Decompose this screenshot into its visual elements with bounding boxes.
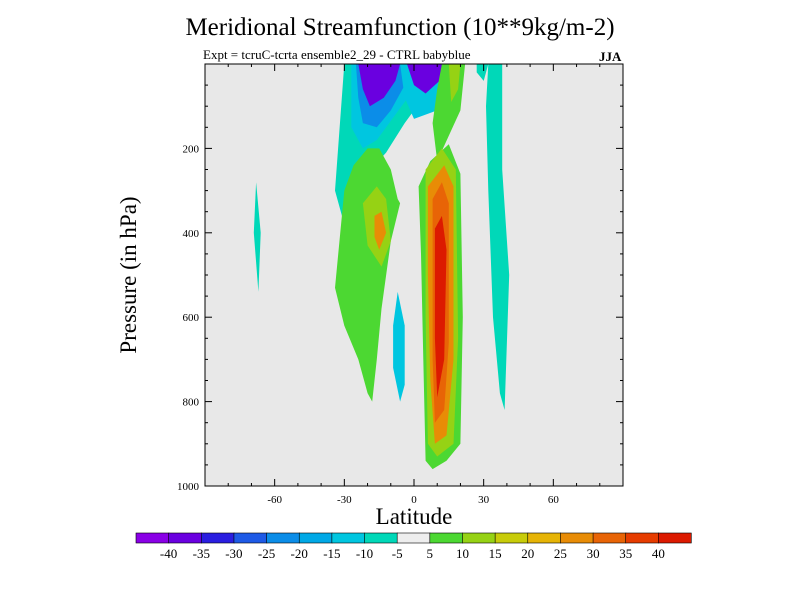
contour-purple-south-2: [407, 64, 447, 94]
colorbar-swatch: [658, 532, 692, 544]
contour-red-main-cell: [434, 215, 447, 398]
contour-regions: [253, 64, 510, 470]
contour-teal-southern-stub: [253, 182, 261, 292]
x-axis-label: Latitude: [376, 504, 453, 529]
colorbar-label: -40: [160, 546, 177, 561]
y-tick-label: 800: [183, 397, 200, 409]
colorbar-label: 40: [652, 546, 665, 561]
colorbar-swatch: [429, 532, 464, 544]
colorbar-swatch: [364, 532, 398, 544]
x-tick-label: 60: [548, 494, 560, 506]
y-tick-label: 1000: [177, 481, 200, 493]
x-tick-label: 30: [478, 494, 490, 506]
contour-cyan-southern-sliver: [393, 291, 405, 402]
contour-yellow-north-upper: [448, 64, 461, 102]
colorbar: -40 -35 -30 -25 -20 -15 -10 -5 5 10 15 20 25 30 35 40: [135, 532, 692, 561]
colorbar-label: -15: [323, 546, 340, 561]
contour-teal-north-stub: [476, 64, 489, 81]
y-axis-label: Pressure (in hPa): [116, 196, 141, 353]
colorbar-swatch: [462, 532, 496, 544]
colorbar-swatch: [168, 532, 202, 544]
colorbar-label: 5: [427, 546, 434, 561]
axes: -60 -30 0 30 60 200 400 600 800 1000: [177, 64, 623, 506]
colorbar-swatch: [560, 532, 594, 544]
y-tick-label: 600: [183, 312, 200, 324]
colorbar-swatch: [592, 532, 627, 544]
colorbar-label: 30: [587, 546, 600, 561]
chart-subtitle: Expt = tcruC-tcrta ensemble2_29 - CTRL b…: [203, 47, 471, 62]
colorbar-label: -10: [356, 546, 373, 561]
colorbar-swatch: [266, 532, 300, 544]
colorbar-swatch: [233, 532, 268, 544]
season-label: JJA: [599, 49, 622, 64]
colorbar-label: -35: [193, 546, 210, 561]
colorbar-label: -25: [258, 546, 275, 561]
colorbar-swatch: [527, 532, 562, 544]
colorbar-swatch: [200, 532, 235, 544]
colorbar-swatch: [135, 532, 170, 544]
x-tick-label: -30: [337, 494, 352, 506]
plot-background: [205, 64, 623, 486]
colorbar-swatch: [625, 532, 659, 544]
colorbar-label: 15: [489, 546, 502, 561]
colorbar-label: -20: [291, 546, 308, 561]
colorbar-swatch: [331, 532, 366, 544]
colorbar-label: -30: [225, 546, 242, 561]
contour-teal-north-main: [486, 64, 510, 410]
colorbar-swatch: [396, 532, 431, 544]
colorbar-label: 35: [619, 546, 632, 561]
colorbar-swatch: [494, 532, 529, 544]
x-tick-label: 0: [411, 494, 417, 506]
contour-orange-southern-cell: [374, 211, 387, 250]
colorbar-label: -5: [392, 546, 403, 561]
contour-purple-south-1: [358, 64, 401, 107]
x-tick-label: -60: [267, 494, 282, 506]
colorbar-label: 20: [521, 546, 534, 561]
colorbar-label: 10: [456, 546, 469, 561]
y-tick-label: 400: [183, 228, 200, 240]
colorbar-swatch: [298, 532, 333, 544]
y-tick-label: 200: [183, 143, 200, 155]
chart-title: Meridional Streamfunction (10**9kg/m-2): [185, 14, 615, 41]
colorbar-label: 25: [554, 546, 567, 561]
